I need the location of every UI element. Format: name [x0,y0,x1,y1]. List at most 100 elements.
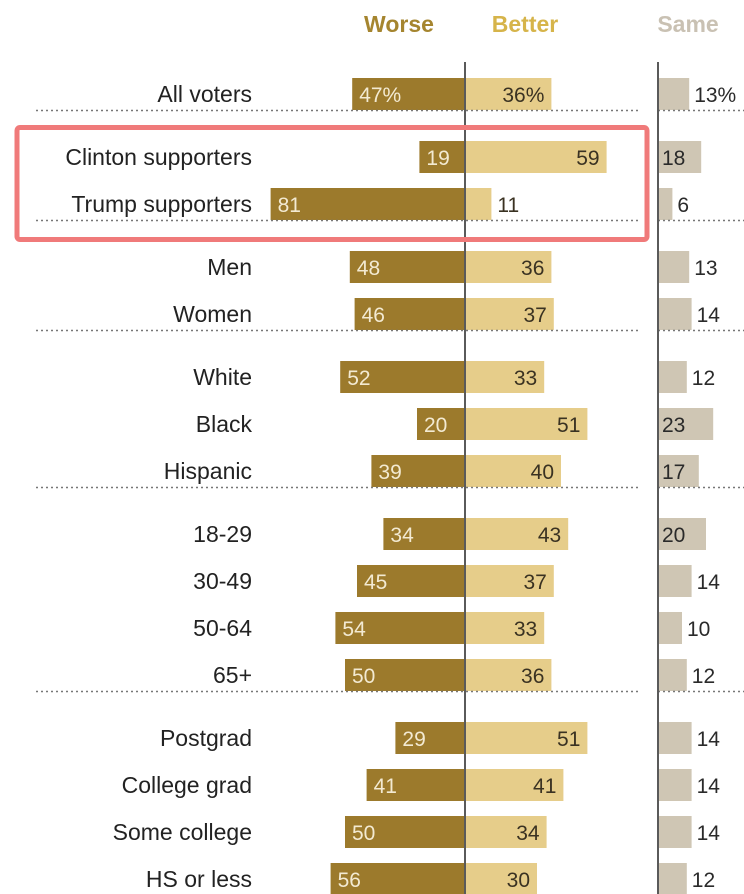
value-same: 12 [692,869,715,892]
bar-same [658,612,682,644]
bar-worse [352,78,465,110]
row-label: Trump supporters [71,191,252,217]
header-better: Better [492,11,559,37]
row-label: Men [207,254,252,280]
value-better: 51 [557,728,580,751]
row-label: 50-64 [193,615,252,641]
bar-worse [340,361,465,393]
value-worse: 34 [390,524,414,547]
bar-same [658,863,687,894]
bar-worse [354,298,465,330]
row-label: Some college [113,819,252,845]
bar-better [465,188,492,220]
bar-worse [335,612,465,644]
bar-same [658,455,699,487]
bar-same [658,251,690,283]
row-label: 65+ [213,662,252,688]
value-same: 14 [697,304,721,327]
value-better: 36 [521,665,544,688]
value-same: 14 [697,728,721,751]
row-label: Postgrad [160,725,252,751]
value-better: 37 [523,571,546,594]
value-same: 10 [687,618,710,641]
value-better: 43 [538,524,561,547]
value-worse: 52 [347,367,370,390]
bar-better [465,659,552,691]
bar-worse [345,816,465,848]
bar-better [465,612,545,644]
row-label: 30-49 [193,568,252,594]
row-label: College grad [122,772,252,798]
value-worse: 29 [402,728,425,751]
bar-same [658,659,687,691]
value-better: 41 [533,775,556,798]
value-better: 36% [502,84,544,107]
row-label: 18-29 [193,521,252,547]
value-better: 59 [576,147,599,170]
bar-worse [371,455,465,487]
value-same: 18 [662,147,685,170]
bar-worse [383,518,465,550]
bar-better [465,769,564,801]
value-better: 40 [531,461,554,484]
bar-same [658,722,692,754]
value-worse: 19 [426,147,449,170]
value-better: 11 [497,194,519,217]
bar-better [465,518,569,550]
bar-worse [349,251,465,283]
bar-same [658,298,692,330]
value-worse: 46 [362,304,385,327]
row-label: White [193,364,252,390]
value-same: 6 [677,194,689,217]
bar-better [465,298,554,330]
bar-better [465,455,561,487]
bar-better [465,722,588,754]
row-label: All voters [157,81,252,107]
bar-worse [270,188,465,220]
bar-worse [395,722,465,754]
value-worse: 81 [278,194,301,217]
bar-same [658,565,692,597]
value-same: 17 [662,461,685,484]
value-worse: 41 [374,775,397,798]
value-same: 14 [697,571,721,594]
value-same: 12 [692,665,715,688]
value-worse: 45 [364,571,387,594]
value-better: 37 [523,304,546,327]
bar-same [658,518,706,550]
bar-better [465,565,554,597]
value-worse: 56 [338,869,361,892]
bar-better [465,408,588,440]
bar-worse [366,769,465,801]
value-better: 30 [507,869,530,892]
bar-worse [417,408,465,440]
value-worse: 39 [378,461,401,484]
bar-worse [345,659,465,691]
bar-same [658,78,690,110]
value-worse: 48 [357,257,380,280]
plot-area: All voters 47% 36% 13% Clinton supporters 19 5… [14,62,744,894]
bar-better [465,361,545,393]
bar-same [658,141,702,173]
bar-worse [357,565,465,597]
header-same: Same [657,11,718,37]
value-worse: 47% [359,84,401,107]
bar-same [658,361,687,393]
value-worse: 50 [352,665,375,688]
value-better: 51 [557,414,580,437]
bar-better [465,141,607,173]
value-better: 33 [514,618,537,641]
value-same: 23 [662,414,685,437]
bar-worse [419,141,465,173]
row-label: Hispanic [164,458,252,484]
bar-same [658,188,673,220]
row-label: Women [173,301,252,327]
row-label: Clinton supporters [65,144,252,170]
highlight-box [14,125,650,242]
bar-worse [330,863,465,894]
bar-same [658,816,692,848]
value-worse: 54 [342,618,366,641]
bar-same [658,769,692,801]
bar-better [465,863,537,894]
